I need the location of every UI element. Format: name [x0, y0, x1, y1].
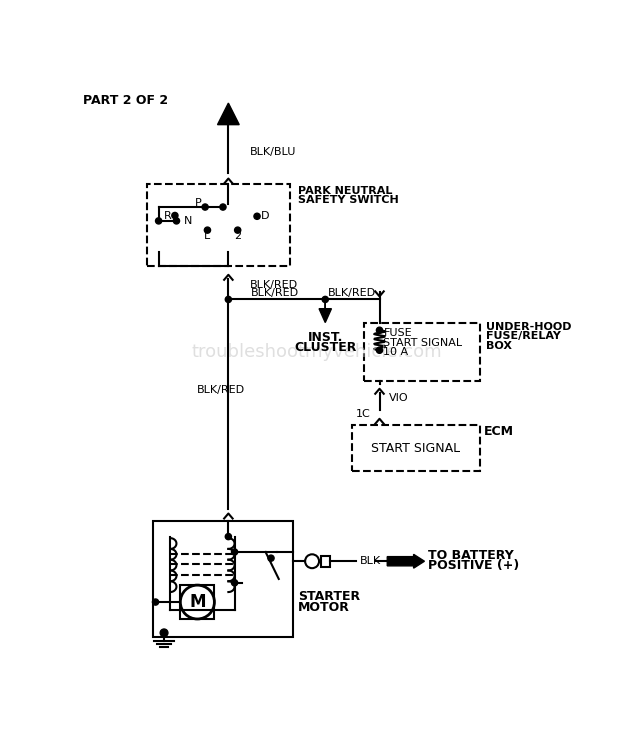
Circle shape — [232, 549, 238, 555]
Text: CLUSTER: CLUSTER — [294, 341, 357, 355]
Text: BLK/RED: BLK/RED — [328, 287, 376, 298]
Circle shape — [156, 217, 162, 224]
Text: ECM: ECM — [484, 424, 514, 437]
Polygon shape — [218, 103, 239, 125]
Bar — [153, 521, 293, 637]
Circle shape — [235, 227, 241, 233]
Text: BLK/BLU: BLK/BLU — [250, 146, 297, 157]
Text: SAFETY SWITCH: SAFETY SWITCH — [298, 195, 399, 205]
Text: BLK/RED: BLK/RED — [197, 386, 245, 395]
Circle shape — [268, 555, 274, 561]
Text: 2: 2 — [234, 231, 241, 242]
Circle shape — [202, 204, 208, 210]
Text: BLK/RED: BLK/RED — [250, 280, 298, 290]
Circle shape — [160, 629, 168, 637]
Text: M: M — [189, 593, 206, 611]
Text: TO BATTERY: TO BATTERY — [428, 548, 514, 562]
Circle shape — [172, 212, 178, 218]
Text: BLK: BLK — [360, 556, 381, 566]
Circle shape — [174, 217, 180, 224]
Text: R: R — [164, 211, 172, 220]
Text: N: N — [184, 216, 193, 226]
Text: START SIGNAL: START SIGNAL — [371, 442, 460, 454]
Text: BOX: BOX — [486, 340, 512, 351]
FancyArrow shape — [387, 554, 425, 568]
Bar — [180, 585, 214, 619]
Text: BLK/RED: BLK/RED — [251, 287, 299, 298]
Text: FUSE: FUSE — [383, 328, 412, 338]
Circle shape — [226, 533, 232, 540]
Circle shape — [205, 227, 211, 233]
Circle shape — [226, 296, 232, 302]
Text: INST.: INST. — [308, 332, 343, 344]
Text: POSITIVE (+): POSITIVE (+) — [428, 560, 520, 572]
Text: D: D — [261, 211, 269, 221]
Text: PARK NEUTRAL: PARK NEUTRAL — [298, 186, 392, 196]
Text: MOTOR: MOTOR — [298, 601, 350, 614]
Bar — [364, 322, 480, 381]
Text: 1C: 1C — [355, 410, 370, 419]
Text: FUSE/RELAY: FUSE/RELAY — [486, 332, 561, 341]
Bar — [352, 425, 480, 471]
Circle shape — [153, 599, 159, 605]
Text: STARTER: STARTER — [298, 590, 360, 603]
Text: P: P — [195, 198, 202, 208]
Bar — [147, 184, 290, 266]
Text: PART 2 OF 2: PART 2 OF 2 — [83, 94, 169, 107]
Text: UNDER-HOOD: UNDER-HOOD — [486, 322, 571, 332]
Circle shape — [220, 204, 226, 210]
Circle shape — [232, 580, 238, 586]
Bar — [321, 556, 330, 567]
Text: L: L — [205, 231, 211, 242]
Circle shape — [322, 296, 328, 302]
Circle shape — [376, 347, 383, 353]
Text: A: A — [222, 106, 234, 122]
Text: troubleshootmyvehicle.com: troubleshootmyvehicle.com — [192, 343, 442, 361]
FancyArrow shape — [319, 301, 331, 322]
Text: 10 A: 10 A — [383, 346, 408, 357]
Circle shape — [254, 213, 260, 219]
Text: START SIGNAL: START SIGNAL — [383, 338, 462, 347]
Circle shape — [376, 327, 383, 333]
Text: VIO: VIO — [389, 393, 408, 403]
